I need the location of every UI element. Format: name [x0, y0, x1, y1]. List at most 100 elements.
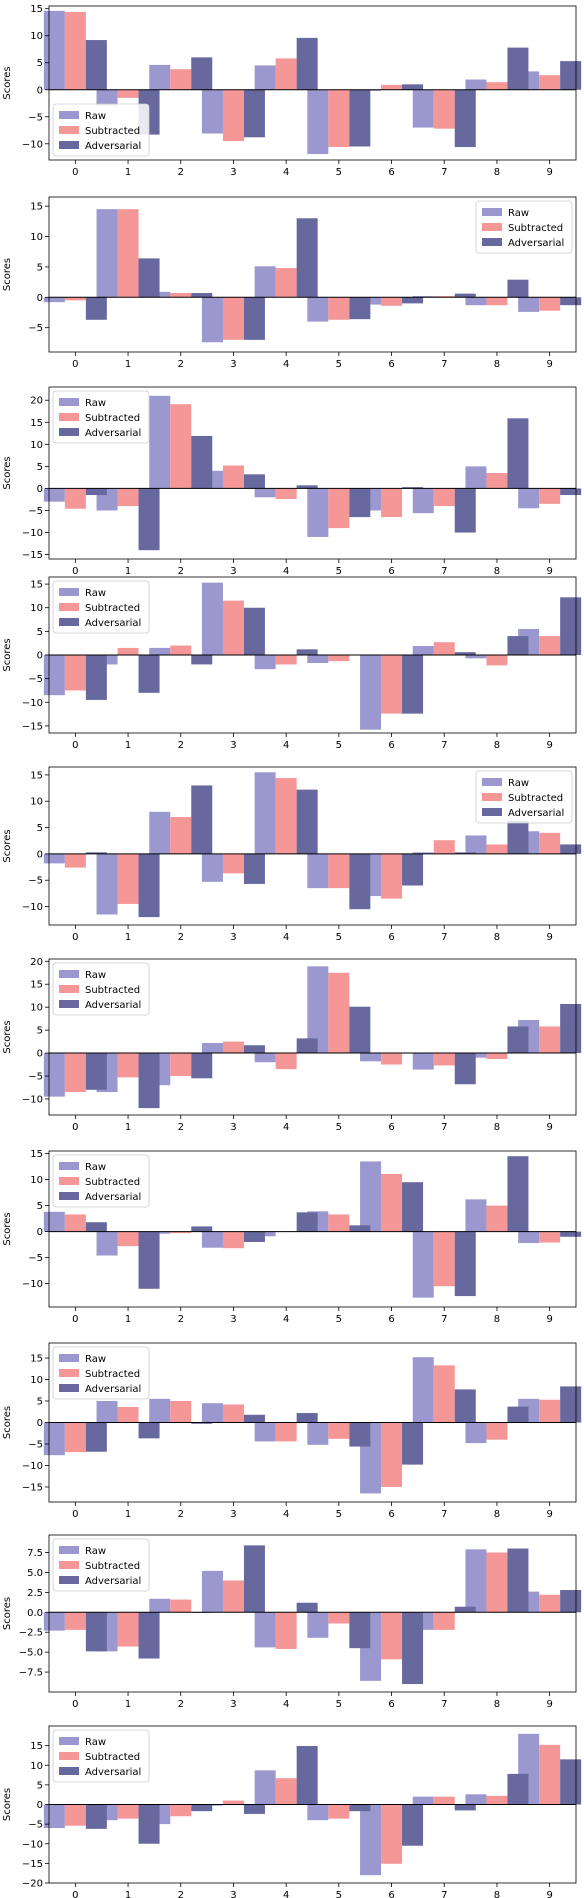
y-tick-label: 0 — [37, 1418, 43, 1429]
y-tick-label: −5 — [28, 506, 43, 517]
legend-swatch — [482, 238, 502, 246]
x-tick-label: 0 — [72, 932, 78, 943]
legend-swatch — [482, 793, 502, 801]
legend-label: Raw — [85, 1546, 106, 1557]
bar — [465, 1794, 487, 1805]
bar — [402, 1182, 424, 1232]
bar — [465, 835, 487, 854]
bar — [254, 266, 276, 298]
bar — [507, 1406, 529, 1423]
bar — [454, 852, 476, 854]
x-tick-label: 4 — [283, 1314, 289, 1325]
bar — [254, 1053, 276, 1063]
bar — [201, 1231, 223, 1248]
bar — [328, 1612, 350, 1624]
legend-swatch — [59, 985, 79, 993]
bar — [64, 11, 86, 90]
x-tick-label: 9 — [546, 1314, 552, 1325]
x-tick-label: 5 — [336, 1699, 342, 1710]
bar — [191, 435, 213, 489]
bar — [381, 488, 403, 518]
bar — [243, 89, 265, 138]
x-tick-label: 6 — [388, 1509, 394, 1520]
bar — [518, 1231, 540, 1244]
x-tick-label: 8 — [494, 1509, 500, 1520]
bar — [170, 1053, 192, 1076]
axes-frame — [48, 958, 577, 1116]
bar — [117, 89, 139, 98]
bar — [149, 64, 171, 90]
bar — [349, 1612, 371, 1649]
bar — [222, 600, 244, 655]
bar — [433, 1796, 455, 1805]
bar — [486, 1422, 508, 1440]
x-tick-label: 9 — [546, 1509, 552, 1520]
bar — [138, 488, 160, 551]
bar — [201, 1570, 223, 1613]
x-tick-label: 3 — [230, 740, 236, 751]
bar — [191, 57, 213, 90]
bar — [138, 655, 160, 693]
bar — [433, 840, 455, 854]
bar — [96, 655, 118, 665]
bar — [486, 473, 508, 489]
bar — [349, 1422, 371, 1447]
x-tick-label: 1 — [125, 1699, 131, 1710]
bar — [412, 89, 434, 128]
bar — [433, 296, 455, 298]
legend-swatch — [59, 398, 79, 406]
bar — [201, 582, 223, 655]
bar — [360, 1053, 382, 1062]
bar — [43, 1053, 65, 1097]
x-tick-label: 9 — [546, 1122, 552, 1133]
bar — [381, 297, 403, 306]
bar — [296, 37, 318, 90]
axes-frame — [48, 386, 577, 560]
x-tick-label: 0 — [72, 167, 78, 178]
y-tick-label: −10 — [22, 1839, 43, 1850]
bar — [254, 772, 276, 854]
bar — [43, 655, 65, 696]
legend-label: Subtracted — [85, 1561, 140, 1572]
x-tick-label: 9 — [546, 1699, 552, 1710]
bar — [222, 1231, 244, 1249]
x-tick-label: 3 — [230, 1890, 236, 1898]
legend-swatch — [59, 1162, 79, 1170]
bar — [307, 1804, 329, 1821]
bar — [43, 10, 65, 90]
bar — [243, 1045, 265, 1054]
bar — [402, 655, 424, 714]
bar — [296, 1413, 318, 1423]
bar — [254, 1770, 276, 1805]
legend-label: Adversarial — [508, 808, 564, 819]
legend-label: Raw — [508, 778, 529, 789]
bar — [222, 297, 244, 340]
bar — [433, 1053, 455, 1066]
x-tick-label: 6 — [388, 1699, 394, 1710]
bar — [222, 1404, 244, 1423]
bar — [454, 1053, 476, 1085]
x-tick-label: 6 — [388, 1122, 394, 1133]
bar — [560, 1003, 582, 1054]
bar — [465, 1199, 487, 1232]
bar — [507, 1156, 529, 1232]
bar — [85, 1222, 107, 1232]
x-tick-label: 6 — [388, 932, 394, 943]
y-tick-label: 5 — [37, 627, 43, 638]
x-tick-label: 3 — [230, 932, 236, 943]
y-tick-label: −15 — [22, 721, 43, 732]
y-tick-label: 0 — [37, 1227, 43, 1238]
legend-label: Raw — [85, 1354, 106, 1365]
x-tick-label: 3 — [230, 1699, 236, 1710]
axes-frame — [48, 766, 577, 926]
legend-label: Subtracted — [85, 126, 140, 137]
bar — [170, 1804, 192, 1817]
legend-label: Subtracted — [85, 413, 140, 424]
x-tick-label: 5 — [336, 1122, 342, 1133]
y-axis-label: Scores — [2, 1597, 13, 1630]
bar — [96, 209, 118, 298]
y-tick-label: 0 — [37, 1800, 43, 1811]
x-tick-label: 5 — [336, 1509, 342, 1520]
legend: Raw Subtracted Adversarial — [52, 1154, 150, 1208]
y-tick-label: 5 — [37, 1201, 43, 1212]
